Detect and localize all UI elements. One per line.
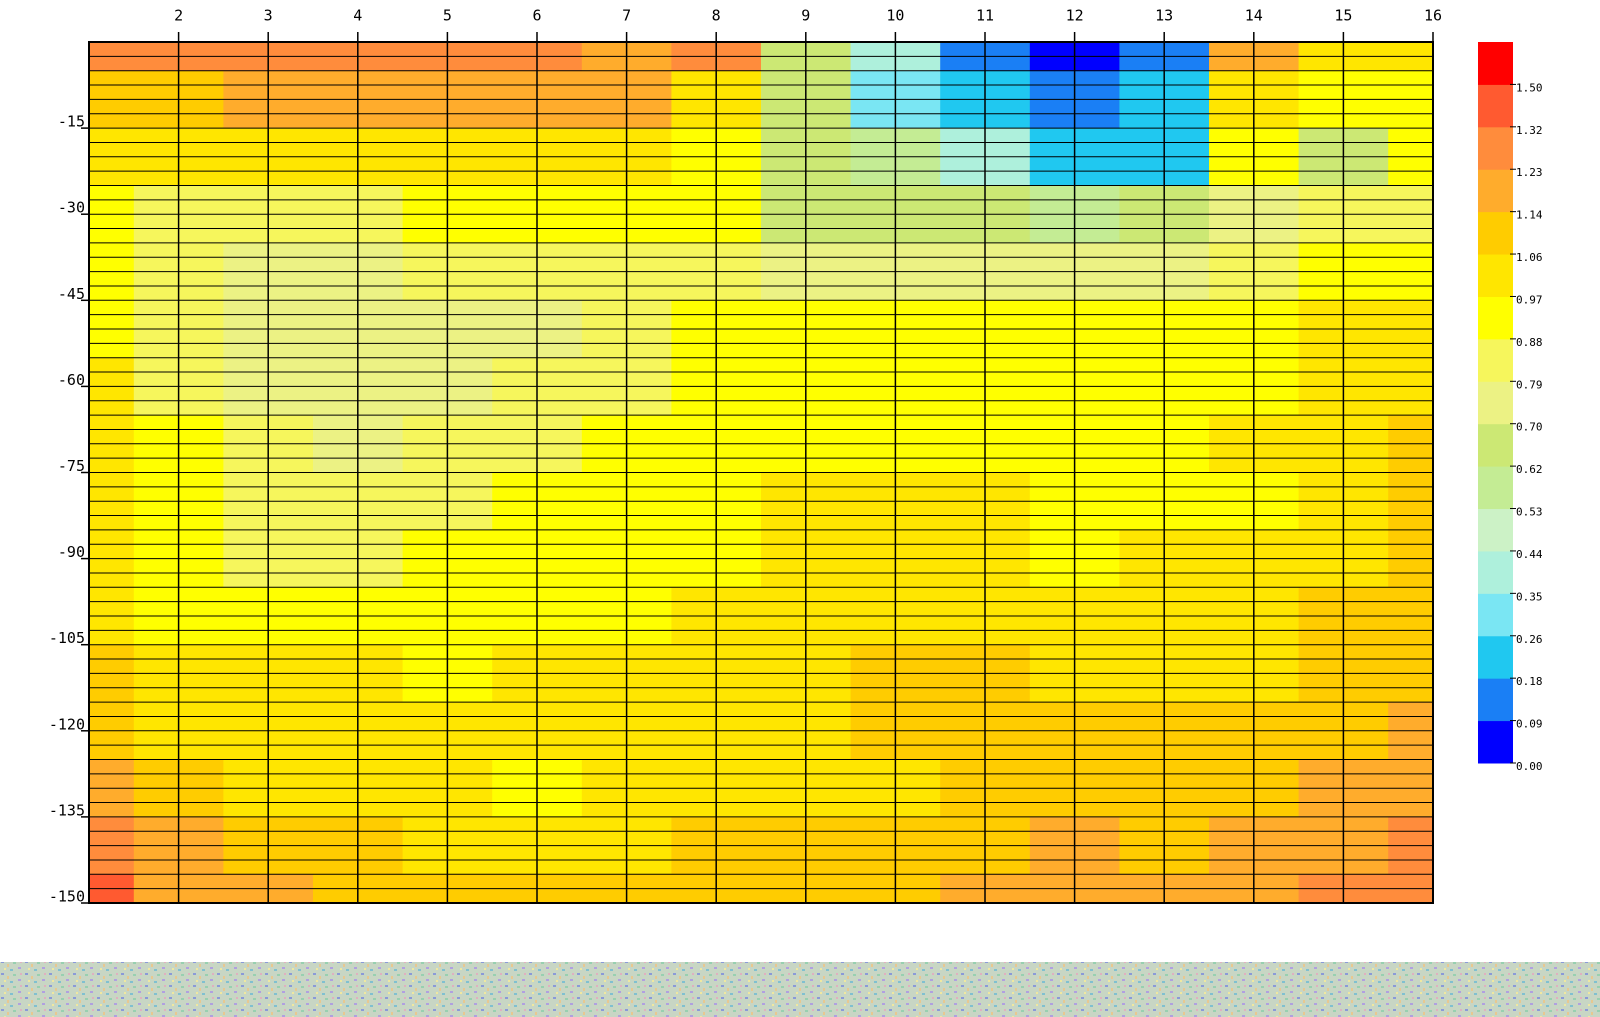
noise-strip <box>0 962 1600 1017</box>
colorbar-box <box>1478 466 1513 510</box>
colorbar-box <box>1478 593 1513 637</box>
colorbar-label: 0.09 <box>1516 718 1543 731</box>
x-tick-label: 3 <box>264 7 273 25</box>
colorbar-label: 0.62 <box>1516 463 1543 476</box>
colorbar-label: 1.23 <box>1516 166 1543 179</box>
y-tick-label: -120 <box>49 715 85 733</box>
x-tick-label: 13 <box>1155 7 1173 25</box>
x-tick-label: 6 <box>532 7 541 25</box>
colorbar-box <box>1478 678 1513 722</box>
colorbar-box <box>1478 126 1513 170</box>
colorbar-label: 0.70 <box>1516 421 1543 434</box>
colorbar-box <box>1478 635 1513 679</box>
y-tick-label: -105 <box>49 629 85 647</box>
x-tick-label: 11 <box>976 7 994 25</box>
axes: 2 3 4 5 6 7 8 9 10 11 12 13 14 15 16 -15 -30 -45 -60 -75 -90… <box>49 7 1442 906</box>
colorbar-box <box>1478 550 1513 594</box>
colorbar-box <box>1478 381 1513 425</box>
colorbar-box <box>1478 338 1513 382</box>
colorbar-box <box>1478 720 1513 764</box>
colorbar-label: 1.32 <box>1516 124 1543 137</box>
x-tick-label: 2 <box>174 7 183 25</box>
y-tick-label: -45 <box>58 285 85 303</box>
colorbar-box <box>1478 42 1513 85</box>
colorbar: 0.00 0.09 0.18 0.26 0.35 0.44 0.53 0.62 0.70 0.79… <box>1478 42 1543 773</box>
x-tick-label: 5 <box>443 7 452 25</box>
x-tick-label: 10 <box>886 7 904 25</box>
y-tick-label: -15 <box>58 113 85 131</box>
x-tick-label: 7 <box>622 7 631 25</box>
colorbar-box <box>1478 211 1513 255</box>
colorbar-box <box>1478 508 1513 552</box>
colorbar-label: 1.06 <box>1516 251 1543 264</box>
y-tick-label: -30 <box>58 199 85 217</box>
y-tick-label: -150 <box>49 888 85 906</box>
x-tick-label: 9 <box>801 7 810 25</box>
y-tick-label: -90 <box>58 543 85 561</box>
colorbar-label: 0.88 <box>1516 336 1543 349</box>
y-tick-label: -75 <box>58 457 85 475</box>
colorbar-label: 0.79 <box>1516 378 1543 391</box>
x-tick-label: 4 <box>353 7 362 25</box>
colorbar-label: 0.18 <box>1516 675 1543 688</box>
colorbar-box <box>1478 169 1513 213</box>
colorbar-label: 0.26 <box>1516 633 1543 646</box>
colorbar-label: 0.53 <box>1516 506 1543 519</box>
x-tick-label: 12 <box>1066 7 1084 25</box>
x-tick-label: 14 <box>1245 7 1263 25</box>
colorbar-label: 0.00 <box>1516 760 1543 773</box>
colorbar-box <box>1478 254 1513 297</box>
y-tick-label: -135 <box>49 801 85 819</box>
colorbar-label: 0.35 <box>1516 590 1543 603</box>
colorbar-box <box>1478 296 1513 340</box>
x-tick-label: 15 <box>1334 7 1352 25</box>
colorbar-label: 0.44 <box>1516 548 1543 561</box>
x-tick-label: 8 <box>712 7 721 25</box>
colorbar-label: 1.14 <box>1516 209 1543 222</box>
grid <box>88 41 1434 904</box>
colorbar-label: 1.50 <box>1516 81 1543 94</box>
colorbar-box <box>1478 423 1513 467</box>
y-tick-label: -60 <box>58 371 85 389</box>
colorbar-label: 0.97 <box>1516 293 1543 306</box>
colorbar-box <box>1478 84 1513 128</box>
x-tick-label: 16 <box>1424 7 1442 25</box>
